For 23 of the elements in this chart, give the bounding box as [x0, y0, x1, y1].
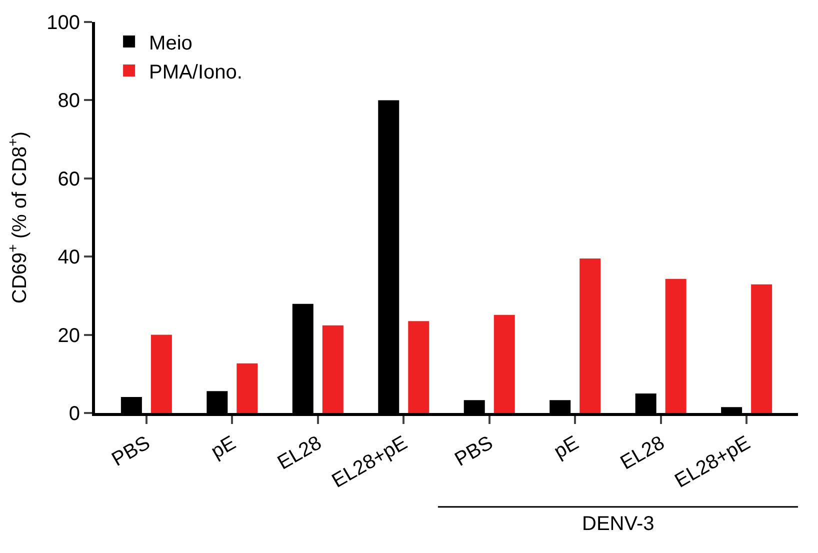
bar: [494, 314, 515, 413]
bar: [322, 325, 344, 413]
bar: [236, 363, 258, 413]
y-tick-label: 100: [46, 12, 80, 34]
bar: [665, 278, 686, 413]
bar: [408, 321, 430, 413]
x-tick-label: EL28: [274, 432, 326, 474]
y-tick-label: 0: [68, 403, 80, 425]
text: DENV-3: [582, 513, 654, 535]
x-tick-label: EL28: [616, 432, 668, 474]
y-tick-label: 40: [58, 246, 80, 269]
legend-label: Meio: [149, 32, 192, 54]
x-tick-label: PBS: [108, 432, 154, 472]
x-tick-label: pE: [207, 432, 240, 464]
bar: [580, 258, 601, 413]
legend-label: PMA/Iono.: [149, 61, 242, 84]
x-tick-label: pE: [550, 432, 583, 464]
y-tick-label: 20: [58, 324, 80, 347]
y-tick-label: 80: [58, 90, 80, 112]
x-tick-label: PBS: [451, 432, 497, 472]
bar: [150, 334, 172, 413]
y-tick-label: 60: [58, 168, 80, 190]
bar: [751, 284, 772, 413]
